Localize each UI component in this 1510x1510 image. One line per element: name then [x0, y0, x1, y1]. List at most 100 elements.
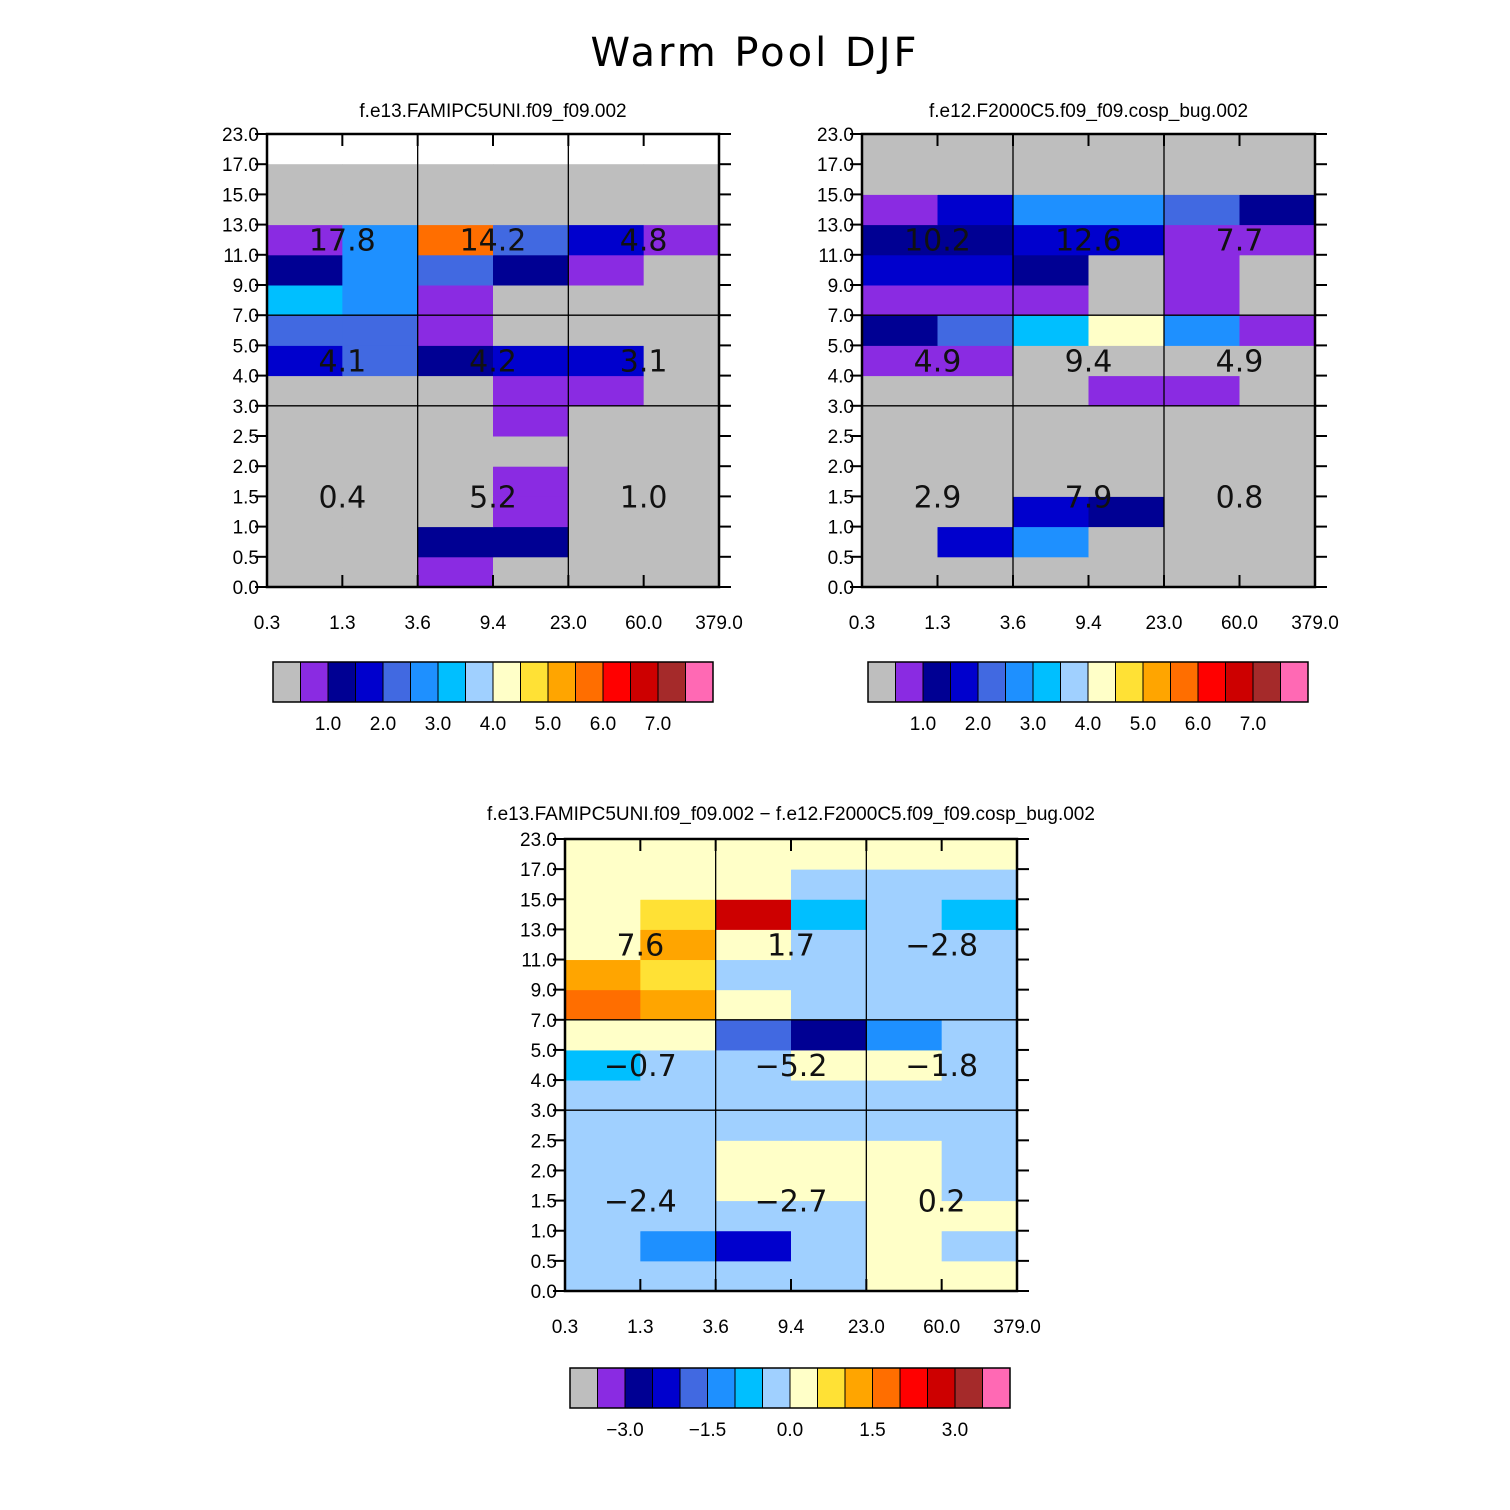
- heatmap-cell: [640, 1260, 717, 1292]
- heatmap-cell: [937, 194, 1014, 226]
- x-tick-label: 23.0: [848, 1317, 885, 1338]
- heatmap-cell: [267, 254, 343, 286]
- heatmap-cell: [643, 345, 720, 377]
- y-tick-label: 0.0: [233, 578, 259, 599]
- heatmap-cell: [941, 929, 1018, 961]
- heatmap-cell: [1239, 375, 1316, 407]
- colorbar-swatch: [1280, 661, 1309, 703]
- y-tick-label: 3.0: [233, 397, 259, 418]
- heatmap-cell: [342, 526, 419, 558]
- colorbar-label: 7.0: [1240, 714, 1266, 735]
- panel-title: f.e12.F2000C5.f09_f09.cosp_bug.002: [929, 101, 1248, 122]
- y-tick-label: 2.0: [531, 1161, 557, 1182]
- heatmap-cell: [862, 466, 938, 497]
- colorbar-label: 0.0: [777, 1420, 803, 1441]
- colorbar-swatch: [520, 661, 549, 703]
- x-tick-label: 379.0: [695, 613, 743, 634]
- block-value: −2.7: [755, 1185, 828, 1220]
- heatmap-cell: [640, 1170, 717, 1202]
- heatmap-cell: [342, 436, 419, 467]
- heatmap-cell: [1164, 254, 1240, 286]
- heatmap-cell: [267, 224, 343, 256]
- heatmap-cell: [417, 436, 494, 467]
- y-tick-label: 2.0: [828, 457, 854, 478]
- heatmap-cell: [937, 466, 1014, 497]
- heatmap-cell: [643, 285, 720, 316]
- heatmap-cell: [417, 224, 494, 256]
- heatmap-cell: [1239, 466, 1316, 497]
- heatmap-cell: [342, 345, 419, 377]
- heatmap-cell: [417, 254, 494, 286]
- x-tick-label: 1.3: [627, 1317, 653, 1338]
- y-tick-label: 0.5: [233, 548, 259, 569]
- colorbar-swatch: [954, 1367, 983, 1409]
- heatmap-cell: [1239, 345, 1316, 377]
- heatmap-cell: [941, 1110, 1018, 1141]
- colorbar-swatch: [899, 1367, 928, 1409]
- heatmap-cell: [643, 496, 720, 528]
- heatmap-cell: [417, 194, 494, 226]
- heatmap-cell: [791, 839, 867, 870]
- y-tick-label: 2.5: [531, 1131, 557, 1152]
- colorbar-label: −1.5: [689, 1420, 727, 1441]
- x-tick-label: 0.3: [552, 1317, 578, 1338]
- y-tick-label: 13.0: [222, 216, 259, 237]
- block-value: 17.8: [309, 224, 376, 259]
- heatmap-cell: [493, 496, 569, 528]
- heatmap-cell: [342, 254, 419, 286]
- y-tick-label: 15.0: [817, 185, 854, 206]
- heatmap-cell: [1164, 345, 1240, 377]
- heatmap-cell: [493, 164, 569, 195]
- y-tick-label: 0.5: [531, 1252, 557, 1273]
- heatmap-cell: [643, 375, 720, 407]
- panel-title: f.e13.FAMIPC5UNI.f09_f09.002: [359, 101, 626, 122]
- heatmap-cell: [1239, 405, 1316, 437]
- heatmap-cell: [862, 134, 938, 165]
- y-tick-label: 0.0: [828, 578, 854, 599]
- colorbar-swatch: [602, 661, 631, 703]
- heatmap-cell: [493, 224, 569, 256]
- heatmap-cell: [565, 839, 641, 870]
- block-value: 9.4: [1065, 345, 1113, 380]
- colorbar-swatch: [1005, 661, 1034, 703]
- heatmap-cell: [342, 375, 419, 407]
- heatmap-cell: [862, 345, 938, 377]
- colorbar-swatch: [895, 661, 924, 703]
- heatmap-cell: [1164, 556, 1240, 588]
- heatmap-cell: [643, 254, 720, 286]
- x-tick-label: 3.6: [1000, 613, 1026, 634]
- heatmap-cell: [937, 285, 1014, 316]
- heatmap-cell: [565, 1230, 641, 1262]
- heatmap-cell: [937, 345, 1014, 377]
- colorbar-swatch: [569, 1367, 598, 1409]
- heatmap-cell: [640, 839, 717, 870]
- colorbar-swatch: [465, 661, 494, 703]
- heatmap-cell: [417, 556, 494, 588]
- y-tick-label: 9.0: [531, 981, 557, 1002]
- heatmap-cell: [493, 194, 569, 226]
- colorbar-swatch: [547, 661, 576, 703]
- heatmap-cell: [493, 436, 569, 467]
- heatmap-cell: [1088, 496, 1165, 528]
- heatmap-cell: [937, 315, 1014, 346]
- heatmap-cell: [493, 405, 569, 437]
- heatmap-cell: [862, 496, 938, 528]
- heatmap-cell: [791, 1049, 867, 1081]
- heatmap-cell: [342, 285, 419, 316]
- heatmap-cell: [1013, 466, 1089, 497]
- heatmap-cell: [866, 1230, 943, 1262]
- heatmap-cell: [417, 345, 494, 377]
- heatmap-cell: [937, 134, 1014, 165]
- colorbar-swatch: [789, 1367, 818, 1409]
- heatmap-cell: [941, 869, 1018, 900]
- heatmap-cell: [1013, 164, 1089, 195]
- heatmap-cell: [862, 224, 938, 256]
- heatmap-cell: [417, 405, 494, 437]
- heatmap-cell: [1088, 466, 1165, 497]
- heatmap-cell: [715, 989, 792, 1021]
- colorbar-swatch: [685, 661, 714, 703]
- heatmap-cell: [715, 959, 792, 991]
- heatmap-cell: [941, 989, 1018, 1021]
- heatmap-cell: [715, 1049, 792, 1081]
